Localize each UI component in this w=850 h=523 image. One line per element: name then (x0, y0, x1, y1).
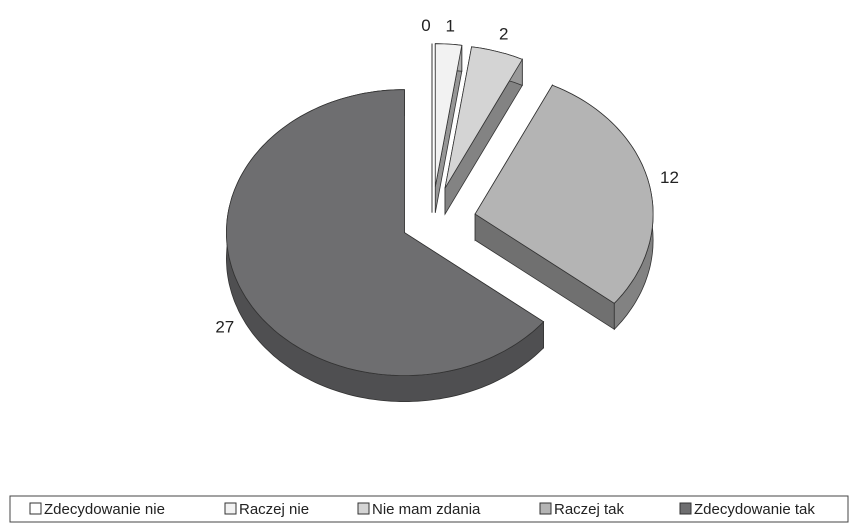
legend-label: Raczej tak (554, 501, 625, 518)
slice (225, 89, 545, 402)
legend-label: Zdecydowanie nie (44, 501, 165, 518)
data-label: 12 (660, 168, 679, 187)
data-label: 2 (499, 25, 508, 44)
legend-swatch (357, 502, 370, 515)
slice (474, 83, 654, 331)
legend-label: Zdecydowanie tak (694, 501, 815, 518)
slice-side (434, 43, 463, 187)
legend-swatch (539, 502, 552, 515)
data-label: 1 (445, 17, 454, 36)
slice (444, 46, 523, 216)
slice-side (444, 46, 523, 189)
legend-label: Nie mam zdania (372, 501, 481, 518)
slice-side (474, 84, 654, 304)
legend-swatch (224, 502, 237, 515)
slice-side (225, 89, 545, 376)
data-label: 27 (215, 318, 234, 337)
legend-swatch (29, 502, 42, 515)
legend-box (9, 495, 849, 523)
data-label: 0 (421, 16, 430, 35)
legend-swatch (679, 502, 692, 515)
legend-label: Raczej nie (239, 501, 309, 518)
slice (434, 43, 463, 213)
